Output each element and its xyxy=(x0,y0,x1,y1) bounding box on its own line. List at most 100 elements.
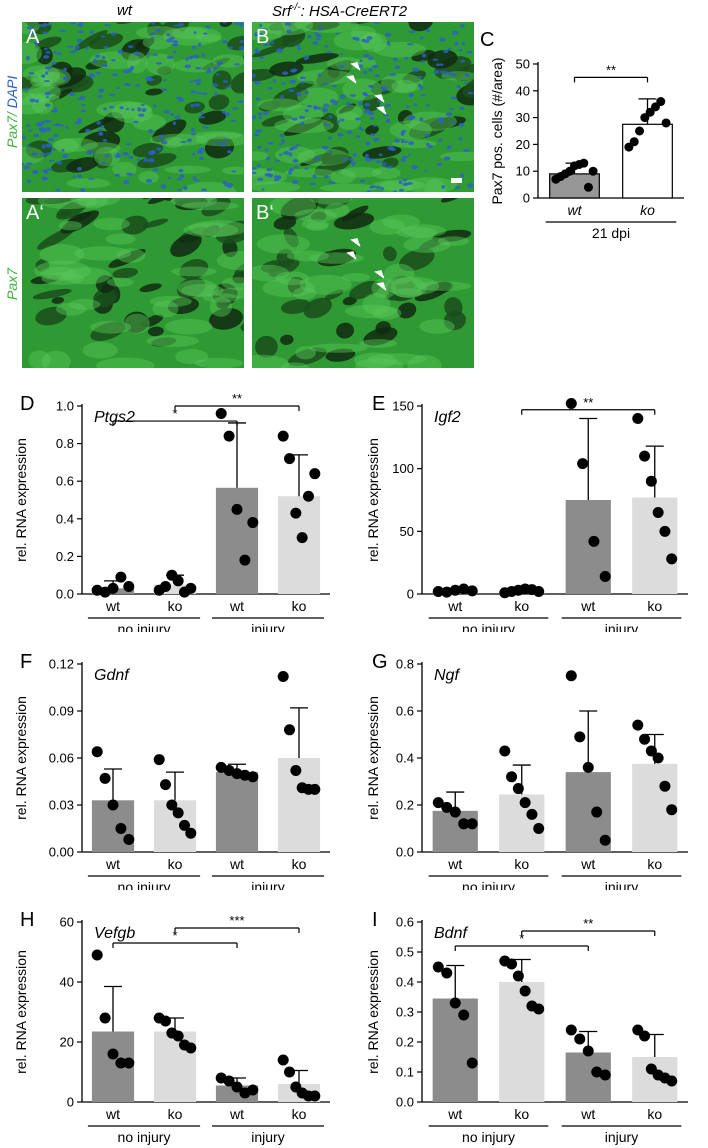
micrograph-dark-gap xyxy=(85,59,108,70)
micrograph-nucleus xyxy=(345,102,352,106)
micrograph-nucleus xyxy=(313,105,318,110)
micrograph-dark-gap xyxy=(295,53,339,64)
data-point xyxy=(512,970,524,982)
micrograph-nucleus xyxy=(383,113,389,117)
micrograph-nucleus xyxy=(51,61,57,65)
micrograph-dark-gap xyxy=(321,154,350,165)
micrograph-nucleus xyxy=(143,157,148,161)
micrograph-nucleus xyxy=(44,91,52,96)
micrograph-nucleus xyxy=(315,38,322,41)
micrograph-nucleus xyxy=(278,143,283,146)
micrograph-dark-gap xyxy=(22,76,45,90)
micrograph-dark-gap xyxy=(35,36,62,50)
micrograph-fiber xyxy=(177,279,219,297)
micrograph-nucleus xyxy=(102,138,108,142)
micrograph-dark-gap xyxy=(48,88,73,103)
micrograph-nucleus xyxy=(300,121,305,125)
micrograph-dark-gap xyxy=(283,227,299,248)
micrograph-dark-gap xyxy=(35,306,67,326)
micrograph-nucleus xyxy=(116,86,120,90)
micrograph-fiber xyxy=(353,352,397,368)
micrograph-fiber xyxy=(164,165,211,174)
micrograph-nucleus xyxy=(227,185,232,189)
micrograph-nucleus xyxy=(410,115,416,120)
micrograph-fiber xyxy=(22,146,45,165)
micrograph-fiber xyxy=(274,117,335,134)
header-ko-sup: -/- xyxy=(291,2,301,13)
micrograph-nucleus xyxy=(62,154,69,159)
micrograph-fiber xyxy=(256,234,310,254)
micrograph-fiber xyxy=(309,198,353,205)
micrograph-nucleus xyxy=(38,127,46,131)
micrograph-nucleus xyxy=(56,160,63,165)
y-tick-label: 0.5 xyxy=(396,945,414,960)
micrograph-fiber xyxy=(301,219,330,230)
micrograph-nucleus xyxy=(192,176,197,181)
y-tick-label: 1.0 xyxy=(56,399,74,414)
micrograph-nucleus xyxy=(239,39,244,44)
micrograph-fiber xyxy=(96,357,155,368)
y-tick-label: 20 xyxy=(60,1035,74,1050)
micrograph-nucleus xyxy=(216,62,222,66)
micrograph-nucleus xyxy=(77,30,84,34)
micrograph-fiber xyxy=(149,295,192,308)
micrograph-nucleus xyxy=(446,145,452,150)
micrograph-fiber xyxy=(299,274,352,295)
micrograph-nucleus xyxy=(45,143,53,148)
micrograph-nucleus xyxy=(86,150,93,155)
micrograph-nucleus xyxy=(258,33,263,37)
data-point xyxy=(652,752,664,764)
micrograph-nucleus xyxy=(358,101,363,106)
data-point xyxy=(115,571,127,583)
ylabel-sep: / xyxy=(4,108,20,117)
micrograph-nucleus xyxy=(293,166,299,169)
micrograph-nucleus xyxy=(449,108,454,111)
micrograph-nucleus xyxy=(237,100,244,104)
micrograph-dark-gap xyxy=(167,297,200,314)
data-point xyxy=(583,182,593,192)
micrograph-nucleus xyxy=(460,173,465,178)
micrograph-fiber xyxy=(70,198,120,207)
y-tick-label: 0.03 xyxy=(49,798,74,813)
micrograph-nucleus xyxy=(375,160,383,163)
micrograph-nucleus xyxy=(257,145,262,149)
micrograph-nucleus xyxy=(460,59,466,63)
micrograph-nucleus xyxy=(103,45,109,49)
micrograph-fiber xyxy=(30,76,54,87)
micrograph-fiber xyxy=(77,198,108,209)
y-axis-label: rel. RNA expression xyxy=(13,696,29,820)
micrograph-nucleus xyxy=(424,170,428,173)
micrograph-nucleus xyxy=(393,190,397,192)
micrograph-dark-gap xyxy=(333,212,375,230)
micrograph-nucleus xyxy=(412,67,420,72)
data-point xyxy=(506,771,518,783)
x-tick-label: ko xyxy=(292,856,307,872)
micrograph-fiber xyxy=(142,34,173,50)
x-tick-label: wt xyxy=(447,1106,462,1122)
micrograph-dark-gap xyxy=(145,88,163,96)
micrograph-nucleus xyxy=(307,34,312,39)
data-point xyxy=(577,458,589,470)
x-tick-label: ko xyxy=(647,856,662,872)
chart-H: 0 20 40 60 rel. RNA expression wt ko wt ko no inj… xyxy=(13,909,330,1145)
micrograph-nucleus xyxy=(100,35,106,38)
micrograph-nucleus xyxy=(304,167,308,170)
micrograph-nucleus xyxy=(76,23,84,28)
micrograph-nucleus xyxy=(222,180,227,185)
micrograph-nucleus xyxy=(22,135,26,140)
micrograph-nucleus xyxy=(62,76,69,81)
x-tick-label: wt xyxy=(105,1106,120,1122)
significance-label: ** xyxy=(606,62,616,77)
micrograph-nucleus xyxy=(179,174,185,179)
micrograph-nucleus xyxy=(74,49,78,52)
micrograph-nucleus xyxy=(43,170,49,174)
micrograph-nucleus xyxy=(400,139,405,144)
micrograph-nucleus xyxy=(97,129,104,132)
y-tick-label: 0.2 xyxy=(396,798,414,813)
micrograph-fiber xyxy=(82,341,118,359)
micrograph-nucleus xyxy=(150,36,155,40)
x-tick-label: ko xyxy=(640,202,655,218)
micrograph-nucleus xyxy=(41,144,46,149)
micrograph-fiber xyxy=(383,263,415,285)
micrograph-dark-gap xyxy=(273,216,297,230)
